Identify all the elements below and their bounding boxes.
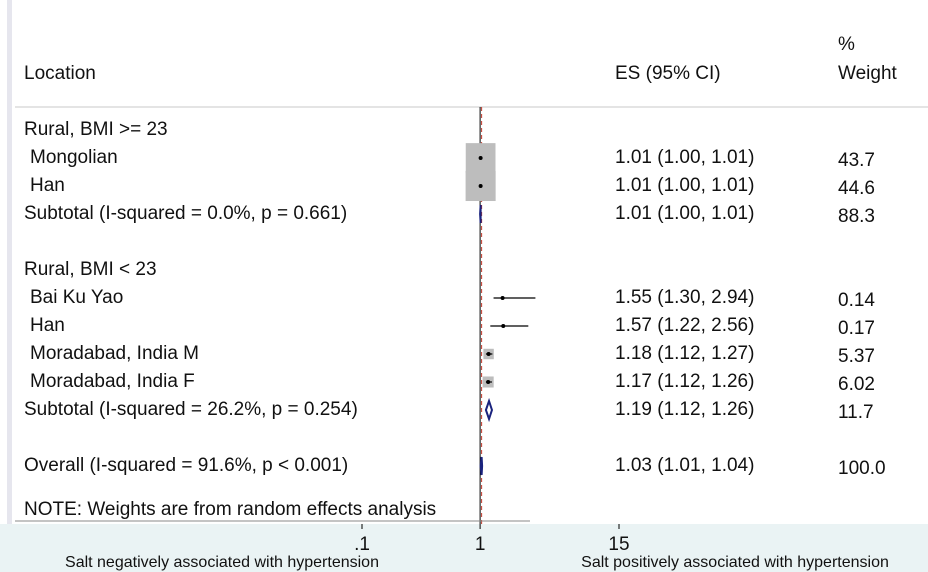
study-label: Moradabad, India F [30,371,195,392]
point-estimate [478,156,483,160]
summary-label: Subtotal (I-squared = 0.0%, p = 0.661) [24,203,347,224]
point-estimate [501,324,506,328]
weight-value: 44.6 [838,178,875,199]
weight-value: 5.37 [838,346,875,367]
column-header: Weight [838,63,898,84]
left-rule [7,0,12,524]
weight-value: 0.17 [838,318,875,339]
es-text: 1.19 (1.12, 1.26) [615,399,754,420]
summary-label: Overall (I-squared = 91.6%, p < 0.001) [24,455,348,476]
weight-value: 43.7 [838,150,875,171]
note: NOTE: Weights are from random effects an… [24,499,436,520]
weight-value: 6.02 [838,374,875,395]
axis-band [0,524,928,572]
es-text: 1.55 (1.30, 2.94) [615,287,754,308]
x-tick-label: .1 [354,534,370,555]
weight-value: 100.0 [838,458,886,479]
point-estimate [500,296,505,300]
study-label: Han [30,175,65,196]
weight-value: 11.7 [838,402,874,423]
es-text: 1.18 (1.12, 1.27) [615,343,754,364]
weight-value: 88.3 [838,206,875,227]
study-label: Moradabad, India M [30,343,199,364]
axis-label: Salt negatively associated with hyperten… [65,554,379,571]
group-label: Rural, BMI >= 23 [24,119,168,140]
column-header: ES (95% CI) [615,63,721,84]
axis-label: Salt positively associated with hyperten… [581,554,889,571]
summary-diamond [479,204,482,224]
group-label: Rural, BMI < 23 [24,259,157,280]
es-text: 1.03 (1.01, 1.04) [615,455,754,476]
summary-label: Subtotal (I-squared = 26.2%, p = 0.254) [24,399,358,420]
es-text: 1.01 (1.00, 1.01) [615,175,754,196]
study-label: Han [30,315,65,336]
weight-value: 0.14 [838,290,875,311]
x-tick-label: 15 [608,534,629,555]
column-header: Location [24,63,96,84]
point-estimate [478,184,483,188]
summary-diamond [484,397,494,423]
es-text: 1.01 (1.00, 1.01) [615,203,754,224]
es-text: 1.57 (1.22, 2.56) [615,315,754,336]
column-header: % [838,34,855,55]
es-text: 1.01 (1.00, 1.01) [615,147,754,168]
x-tick-label: 1 [475,534,486,555]
summary-diamond [479,456,484,476]
point-estimate [486,380,491,384]
study-label: Bai Ku Yao [30,287,123,308]
study-label: Mongolian [30,147,118,168]
point-estimate [486,352,491,356]
es-text: 1.17 (1.12, 1.26) [615,371,754,392]
